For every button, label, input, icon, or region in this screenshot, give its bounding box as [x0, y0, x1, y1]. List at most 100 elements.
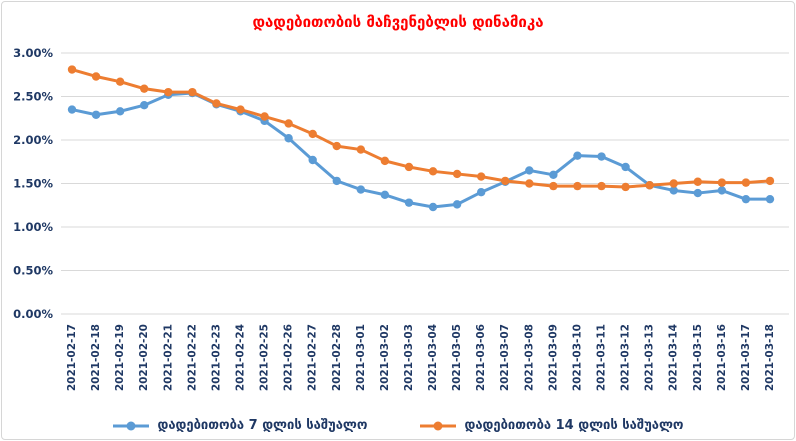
data-point-marker — [741, 178, 751, 187]
x-axis-tick-label: 2021-03-10 — [571, 324, 583, 391]
data-point-marker — [404, 162, 414, 172]
data-point-marker — [236, 105, 245, 114]
y-axis-tick-label: 2.00% — [13, 133, 53, 147]
legend-label-14day-average: დადებითობა 14 დლის საშუალო — [464, 418, 684, 433]
x-axis-tick-label: 2021-03-11 — [596, 324, 608, 391]
data-point-marker — [404, 198, 414, 207]
data-point-marker — [284, 119, 293, 128]
x-axis-tick-label: 2021-03-01 — [355, 324, 367, 391]
x-axis-tick-label: 2021-03-13 — [644, 324, 656, 391]
data-point-marker — [332, 176, 341, 186]
data-point-marker — [717, 186, 727, 195]
x-axis-tick-label: 2021-03-02 — [379, 324, 391, 391]
x-axis-tick-label: 2021-02-28 — [331, 324, 343, 391]
data-point-marker — [140, 84, 149, 93]
x-axis-tick-label: 2021-03-05 — [451, 324, 463, 391]
data-point-marker — [140, 101, 149, 110]
data-point-marker — [669, 179, 678, 188]
data-point-marker — [260, 112, 269, 121]
y-axis-tick-label: 1.00% — [13, 220, 53, 234]
x-axis-tick-label: 2021-03-16 — [716, 324, 728, 391]
data-point-marker — [621, 162, 630, 172]
data-point-marker — [645, 181, 654, 190]
x-axis-tick-label: 2021-02-25 — [259, 324, 271, 391]
x-axis-tick-label: 2021-03-18 — [764, 324, 776, 391]
data-point-marker — [115, 107, 125, 116]
x-axis-tick-label: 2021-02-20 — [138, 324, 150, 391]
line-marker-icon — [420, 421, 457, 430]
series-line-14day — [70, 68, 772, 189]
data-point-marker — [67, 65, 77, 74]
data-point-marker — [765, 194, 775, 204]
y-axis-tick-label: 2.50% — [13, 90, 53, 104]
data-point-marker — [452, 169, 462, 179]
data-point-marker — [91, 110, 101, 119]
x-axis-tick-label: 2021-03-09 — [547, 324, 559, 391]
x-axis-tick-label: 2021-02-27 — [307, 324, 319, 391]
data-point-marker — [428, 167, 438, 176]
x-axis-tick-label: 2021-03-06 — [475, 324, 487, 391]
data-point-marker — [573, 181, 582, 191]
data-point-marker — [356, 185, 366, 194]
data-point-marker — [380, 190, 390, 200]
data-point-marker — [597, 152, 606, 161]
data-point-marker — [476, 188, 486, 197]
data-point-marker — [164, 87, 173, 97]
data-point-marker — [717, 178, 727, 187]
x-axis-tick-label: 2021-02-18 — [90, 324, 102, 391]
data-point-marker — [573, 151, 582, 160]
x-axis-tick-label: 2021-03-07 — [499, 324, 511, 391]
data-point-marker — [308, 155, 317, 165]
x-axis-tick-label: 2021-03-12 — [620, 324, 632, 391]
x-axis-tick-label: 2021-02-19 — [114, 324, 126, 391]
series-line-7day — [70, 91, 772, 209]
chart-title: დადებითობის მაჩვენებლის დინამიკა — [252, 13, 544, 31]
y-axis-tick-label: 1.50% — [13, 177, 53, 191]
data-point-marker — [91, 72, 101, 81]
legend-label-7day-average: დადებითობა 7 დლის საშუალო — [157, 418, 368, 433]
data-point-marker — [525, 166, 534, 175]
x-axis-tick-label: 2021-02-21 — [162, 324, 174, 391]
data-point-marker — [525, 179, 534, 188]
data-point-marker — [669, 186, 678, 195]
data-point-marker — [428, 202, 438, 212]
chart-legend: დადებითობა 7 დლის საშუალო დადებითობა 14 … — [2, 418, 794, 433]
x-axis-tick-label: 2021-03-08 — [523, 324, 535, 391]
data-point-marker — [549, 170, 558, 179]
legend-item-14day-average: დადებითობა 14 დლის საშუალო — [419, 418, 684, 433]
data-point-marker — [188, 87, 197, 97]
data-point-marker — [549, 181, 558, 191]
data-point-marker — [621, 182, 630, 192]
data-point-marker — [67, 105, 77, 114]
line-marker-icon — [113, 421, 150, 430]
data-point-marker — [332, 141, 341, 151]
y-axis-tick-label: 3.00% — [13, 46, 53, 60]
legend-item-7day-average: დადებითობა 7 დლის საშუალო — [112, 418, 367, 433]
data-point-marker — [501, 176, 510, 186]
x-axis-tick-label: 2021-02-24 — [234, 324, 246, 391]
x-axis-tick-label: 2021-03-15 — [692, 324, 704, 391]
data-point-marker — [356, 145, 366, 154]
data-point-marker — [452, 200, 462, 209]
data-point-marker — [693, 188, 702, 198]
x-axis-tick-label: 2021-03-14 — [668, 324, 680, 391]
data-point-marker — [693, 177, 702, 186]
y-axis-tick-label: 0.00% — [13, 307, 53, 321]
x-axis-tick-label: 2021-02-17 — [66, 324, 78, 391]
data-point-marker — [765, 176, 775, 186]
y-axis-tick-label: 0.50% — [13, 264, 53, 278]
x-axis-tick-label: 2021-03-17 — [740, 324, 752, 391]
data-point-marker — [115, 77, 125, 86]
x-axis-tick-label: 2021-02-22 — [186, 324, 198, 391]
data-point-marker — [380, 156, 390, 166]
data-point-marker — [741, 194, 751, 204]
data-point-marker — [308, 129, 317, 139]
data-point-marker — [476, 172, 486, 181]
data-point-marker — [597, 181, 606, 191]
x-axis-tick-label: 2021-02-23 — [210, 324, 222, 391]
data-point-marker — [212, 99, 221, 108]
data-point-marker — [284, 134, 293, 143]
x-axis-tick-label: 2021-03-03 — [403, 324, 415, 391]
